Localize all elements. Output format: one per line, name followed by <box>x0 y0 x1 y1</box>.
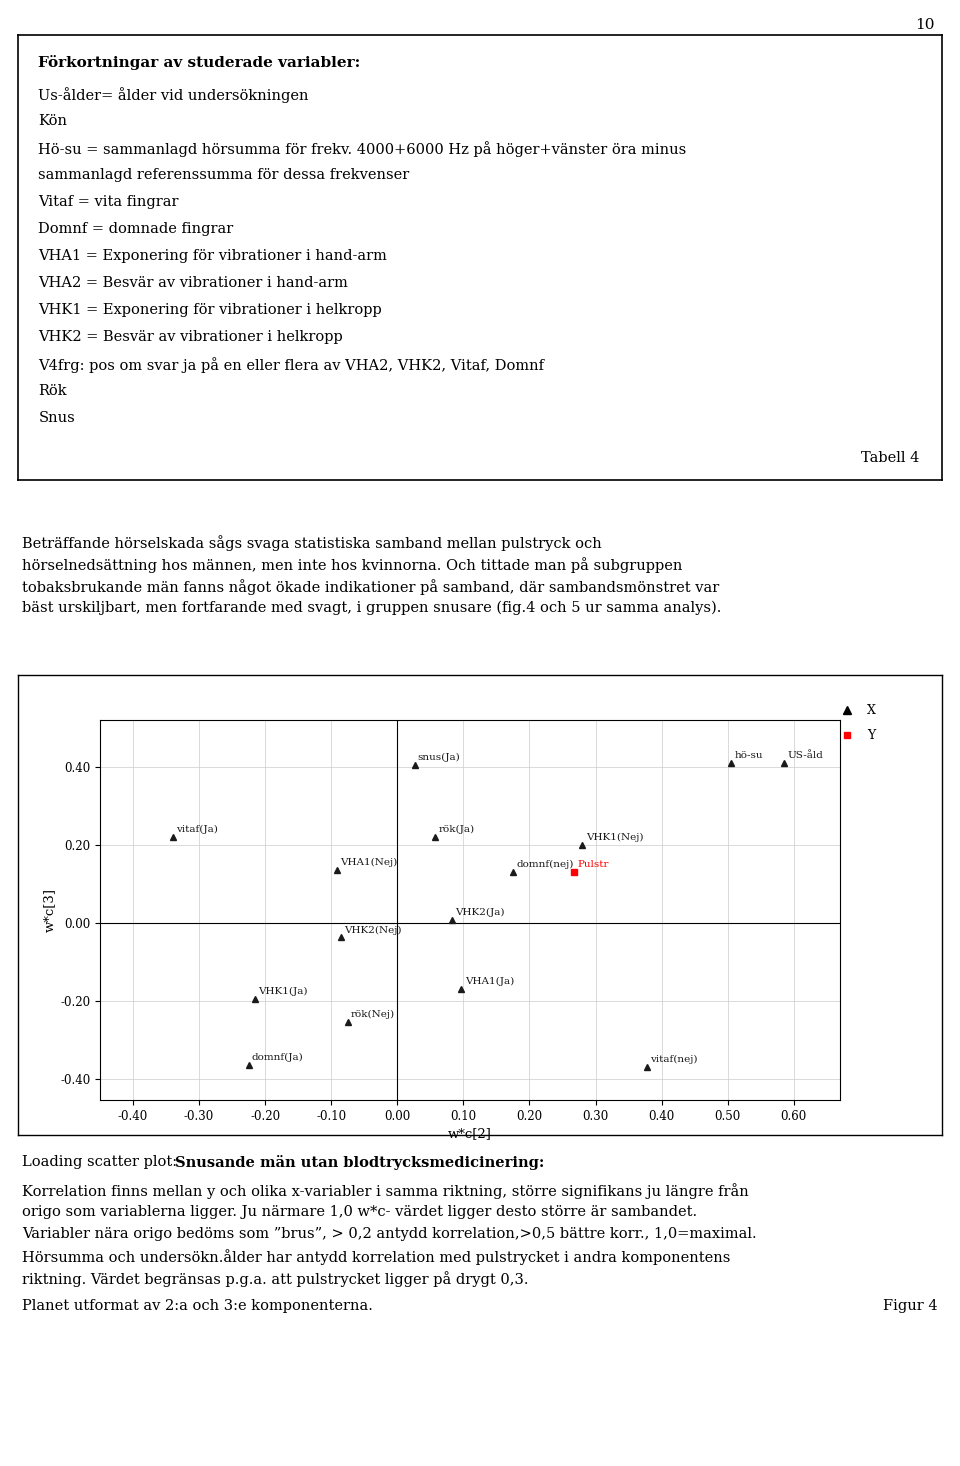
Text: vitaf(nej): vitaf(nej) <box>650 1056 698 1064</box>
Text: VHA1(Nej): VHA1(Nej) <box>340 858 397 868</box>
Text: VHA1 = Exponering för vibrationer i hand-arm: VHA1 = Exponering för vibrationer i hand… <box>38 249 387 262</box>
Text: Variabler nära origo bedöms som ”brus”, > 0,2 antydd korrelation,>0,5 bättre kor: Variabler nära origo bedöms som ”brus”, … <box>22 1227 756 1242</box>
Text: 10: 10 <box>916 18 935 32</box>
Text: Tabell 4: Tabell 4 <box>860 452 919 465</box>
Text: Y: Y <box>867 729 876 742</box>
Text: Förkortningar av studerade variabler:: Förkortningar av studerade variabler: <box>38 56 361 70</box>
Text: Pulstr: Pulstr <box>578 861 610 869</box>
Text: Snusande män utan blodtrycksmedicinering:: Snusande män utan blodtrycksmedicinering… <box>175 1155 544 1170</box>
Text: VHK2 = Besvär av vibrationer i helkropp: VHK2 = Besvär av vibrationer i helkropp <box>38 330 343 345</box>
Text: rök(Nej): rök(Nej) <box>351 1010 396 1019</box>
X-axis label: w*c[2]: w*c[2] <box>448 1127 492 1141</box>
Text: sammanlagd referenssumma för dessa frekvenser: sammanlagd referenssumma för dessa frekv… <box>38 169 410 182</box>
Text: Domnf = domnade fingrar: Domnf = domnade fingrar <box>38 221 233 236</box>
Text: bäst urskiljbart, men fortfarande med svagt, i gruppen snusare (fig.4 och 5 ur s: bäst urskiljbart, men fortfarande med sv… <box>22 601 721 616</box>
Text: tobaksbrukande män fanns något ökade indikationer på samband, där sambandsmönstr: tobaksbrukande män fanns något ökade ind… <box>22 579 719 595</box>
Text: origo som variablerna ligger. Ju närmare 1,0 w*c- värdet ligger desto större är : origo som variablerna ligger. Ju närmare… <box>22 1205 697 1220</box>
Text: Loading scatter plot:: Loading scatter plot: <box>22 1155 181 1168</box>
Text: hörselnedsättning hos männen, men inte hos kvinnorna. Och tittade man på subgrup: hörselnedsättning hos männen, men inte h… <box>22 557 683 573</box>
Text: Beträffande hörselskada sågs svaga statistiska samband mellan pulstryck och: Beträffande hörselskada sågs svaga stati… <box>22 535 602 551</box>
Text: Us-ålder= ålder vid undersökningen: Us-ålder= ålder vid undersökningen <box>38 86 309 103</box>
Text: VHK2(Ja): VHK2(Ja) <box>455 907 504 916</box>
Text: VHA2 = Besvär av vibrationer i hand-arm: VHA2 = Besvär av vibrationer i hand-arm <box>38 276 348 290</box>
Text: Korrelation finns mellan y och olika x-variabler i samma riktning, större signif: Korrelation finns mellan y och olika x-v… <box>22 1183 749 1199</box>
Text: domnf(Ja): domnf(Ja) <box>252 1053 303 1063</box>
Text: Planet utformat av 2:a och 3:e komponenterna.: Planet utformat av 2:a och 3:e komponent… <box>22 1299 372 1314</box>
Text: Kön: Kön <box>38 114 67 128</box>
Text: VHK1 = Exponering för vibrationer i helkropp: VHK1 = Exponering för vibrationer i helk… <box>38 303 382 317</box>
Text: vitaf(Ja): vitaf(Ja) <box>176 825 218 834</box>
Text: Hörsumma och undersökn.ålder har antydd korrelation med pulstrycket i andra komp: Hörsumma och undersökn.ålder har antydd … <box>22 1249 731 1265</box>
Text: Figur 4: Figur 4 <box>883 1299 938 1314</box>
Text: rök(Ja): rök(Ja) <box>439 825 474 834</box>
Text: VHK1(Ja): VHK1(Ja) <box>258 987 308 995</box>
Text: X: X <box>867 704 876 717</box>
Text: Hö-su = sammanlagd hörsumma för frekv. 4000+6000 Hz på höger+vänster öra minus: Hö-su = sammanlagd hörsumma för frekv. 4… <box>38 141 686 157</box>
Text: snus(Ja): snus(Ja) <box>418 754 461 762</box>
Text: VHK1(Nej): VHK1(Nej) <box>586 833 643 841</box>
Text: domnf(nej): domnf(nej) <box>516 861 574 869</box>
Text: Vitaf = vita fingrar: Vitaf = vita fingrar <box>38 195 179 210</box>
Text: riktning. Värdet begränsas p.g.a. att pulstrycket ligger på drygt 0,3.: riktning. Värdet begränsas p.g.a. att pu… <box>22 1271 529 1287</box>
Text: US-åld: US-åld <box>787 751 823 761</box>
Text: V4frg: pos om svar ja på en eller flera av VHA2, VHK2, Vitaf, Domnf: V4frg: pos om svar ja på en eller flera … <box>38 358 544 372</box>
Text: hö-su: hö-su <box>734 751 763 761</box>
Text: Snus: Snus <box>38 410 75 425</box>
Text: VHK2(Nej): VHK2(Nej) <box>345 925 402 935</box>
Text: Rök: Rök <box>38 384 67 397</box>
Text: VHA1(Ja): VHA1(Ja) <box>465 976 514 987</box>
Y-axis label: w*c[3]: w*c[3] <box>43 888 56 932</box>
